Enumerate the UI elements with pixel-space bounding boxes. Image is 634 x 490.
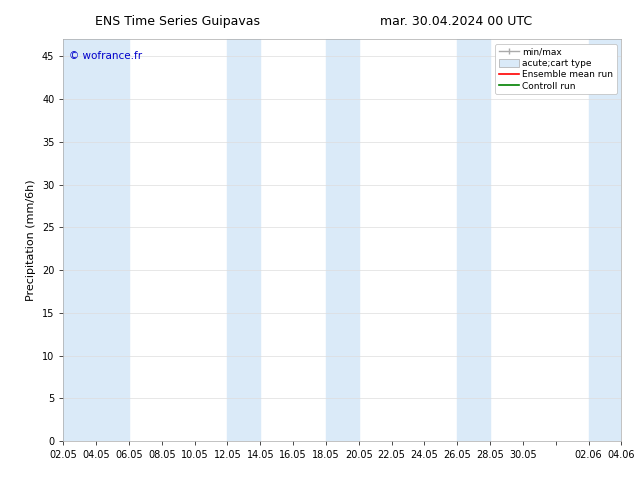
Y-axis label: Precipitation (mm/6h): Precipitation (mm/6h) (27, 179, 36, 301)
Bar (228, 39, 261, 441)
Bar (457, 39, 490, 441)
Bar (63, 39, 129, 441)
Legend: min/max, acute;cart type, Ensemble mean run, Controll run: min/max, acute;cart type, Ensemble mean … (495, 44, 617, 94)
Bar (326, 39, 359, 441)
Bar (588, 39, 621, 441)
Text: mar. 30.04.2024 00 UTC: mar. 30.04.2024 00 UTC (380, 15, 533, 28)
Text: ENS Time Series Guipavas: ENS Time Series Guipavas (95, 15, 260, 28)
Text: © wofrance.fr: © wofrance.fr (69, 51, 142, 61)
